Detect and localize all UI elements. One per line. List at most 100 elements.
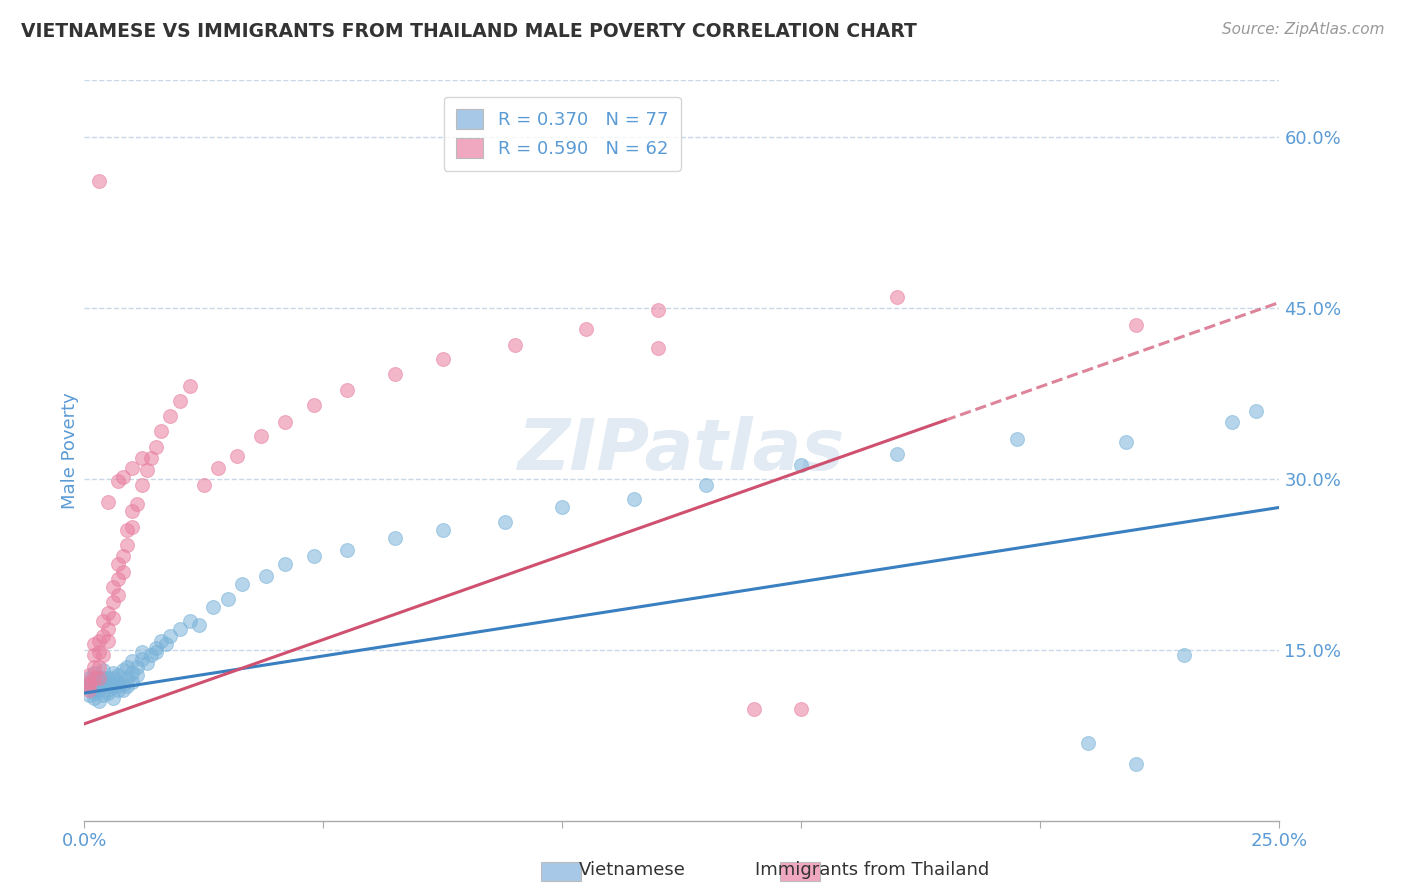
Point — [87, 682, 110, 697]
Point — [97, 607, 120, 621]
Point — [169, 394, 191, 409]
Point — [77, 671, 100, 685]
Point — [742, 702, 765, 716]
Point — [695, 477, 717, 491]
Point — [131, 645, 153, 659]
Point — [790, 458, 813, 473]
Text: Source: ZipAtlas.com: Source: ZipAtlas.com — [1222, 22, 1385, 37]
Point — [217, 591, 239, 606]
Point — [93, 689, 115, 703]
Point — [226, 449, 249, 463]
Point — [83, 671, 105, 685]
Text: Vietnamese: Vietnamese — [579, 861, 686, 879]
Point — [101, 665, 124, 680]
Point — [336, 542, 359, 557]
Point — [145, 645, 167, 659]
Point — [101, 677, 124, 691]
Point — [107, 588, 129, 602]
Point — [159, 409, 181, 424]
Point — [125, 497, 148, 511]
Point — [886, 447, 908, 461]
Point — [107, 572, 129, 586]
Point — [121, 520, 143, 534]
Point — [97, 686, 120, 700]
Point — [121, 665, 143, 680]
Point — [93, 615, 115, 629]
Point — [1220, 415, 1243, 429]
Point — [87, 674, 110, 689]
Text: ZIPatlas: ZIPatlas — [519, 416, 845, 485]
Point — [1005, 432, 1028, 446]
Point — [179, 615, 201, 629]
Point — [131, 477, 153, 491]
Point — [87, 660, 110, 674]
Point — [77, 668, 100, 682]
Point — [141, 451, 163, 466]
Point — [101, 679, 124, 693]
Point — [623, 492, 645, 507]
Point — [202, 599, 225, 614]
Point — [231, 576, 253, 591]
Point — [97, 671, 120, 685]
Point — [432, 523, 454, 537]
Point — [149, 633, 172, 648]
Point — [83, 637, 105, 651]
Point — [250, 428, 273, 442]
Point — [193, 477, 215, 491]
Point — [97, 622, 120, 636]
Point — [647, 341, 669, 355]
Point — [503, 337, 526, 351]
Point — [83, 686, 105, 700]
Point — [93, 677, 115, 691]
Point — [87, 671, 110, 685]
Point — [107, 682, 129, 697]
Point — [1125, 318, 1147, 333]
Point — [107, 674, 129, 689]
Point — [135, 657, 157, 671]
Point — [254, 568, 277, 582]
Point — [83, 648, 105, 663]
Point — [77, 682, 100, 697]
Point — [77, 677, 100, 691]
Point — [93, 629, 115, 643]
Point — [1125, 756, 1147, 771]
Point — [87, 645, 110, 659]
Point — [125, 660, 148, 674]
Point — [77, 679, 100, 693]
Point — [121, 504, 143, 518]
Point — [1244, 403, 1267, 417]
Point — [101, 690, 124, 705]
Point — [886, 290, 908, 304]
Point — [87, 633, 110, 648]
Point — [159, 629, 181, 643]
Point — [131, 451, 153, 466]
Point — [87, 671, 110, 685]
Point — [1173, 648, 1195, 663]
Point — [121, 460, 143, 475]
Point — [790, 702, 813, 716]
Point — [155, 637, 177, 651]
Point — [117, 660, 139, 674]
Point — [111, 566, 134, 580]
Point — [97, 674, 120, 689]
Point — [83, 660, 105, 674]
Point — [188, 617, 211, 632]
Point — [274, 415, 297, 429]
Point — [87, 173, 110, 187]
Point — [121, 674, 143, 689]
Point — [101, 671, 124, 685]
Point — [432, 352, 454, 367]
Point — [83, 690, 105, 705]
Point — [169, 622, 191, 636]
Point — [111, 663, 134, 677]
Point — [1077, 736, 1099, 750]
Point — [83, 682, 105, 697]
Point — [117, 523, 139, 537]
Point — [93, 671, 115, 685]
Point — [111, 682, 134, 697]
Point — [83, 674, 105, 689]
Point — [274, 558, 297, 572]
Point — [149, 424, 172, 438]
Point — [207, 460, 229, 475]
Point — [117, 671, 139, 685]
